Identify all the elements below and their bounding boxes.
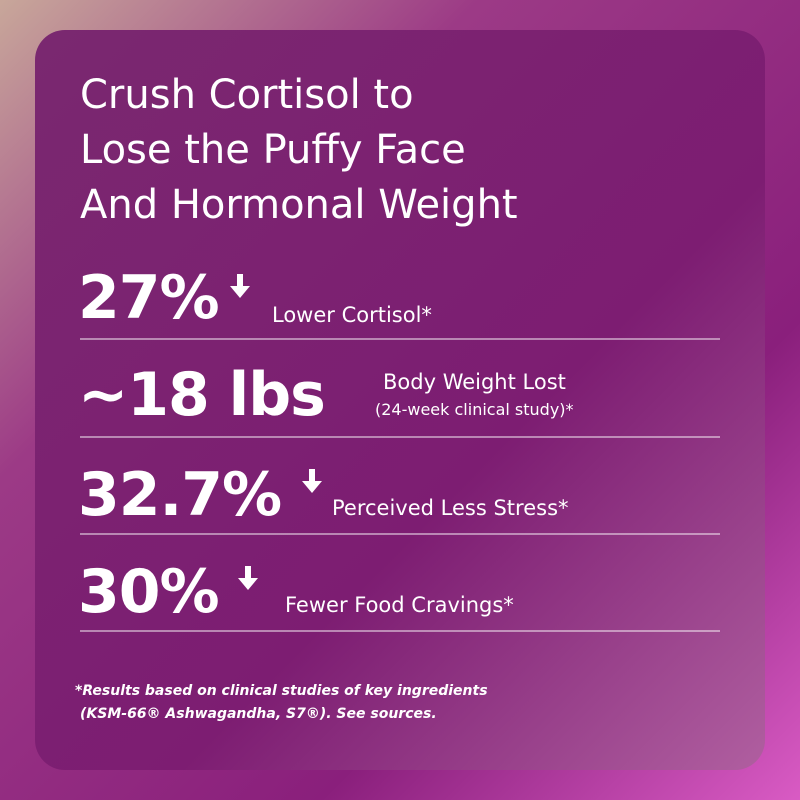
footnote-line: (KSM-66® Ashwagandha, S7®). See sources.: [80, 706, 437, 722]
stat-value: 32.7%: [78, 460, 281, 530]
stat-label: Lower Cortisol*: [272, 303, 432, 327]
stat-label: Perceived Less Stress*: [332, 496, 569, 520]
footnote-line: *Results based on clinical studies of ke…: [75, 683, 488, 699]
headline-line: And Hormonal Weight: [80, 182, 518, 228]
stat-value: 30%: [78, 557, 219, 627]
stat-sublabel: (24-week clinical study)*: [375, 400, 574, 419]
stat-value: ~18 lbs: [78, 360, 325, 430]
stat-label: Body Weight Lost: [383, 370, 566, 394]
headline-line: Lose the Puffy Face: [80, 127, 466, 173]
card: [35, 30, 765, 770]
stat-value: 27%: [78, 263, 219, 333]
headline-line: Crush Cortisol to: [80, 72, 414, 118]
stat-label: Fewer Food Cravings*: [285, 593, 514, 617]
